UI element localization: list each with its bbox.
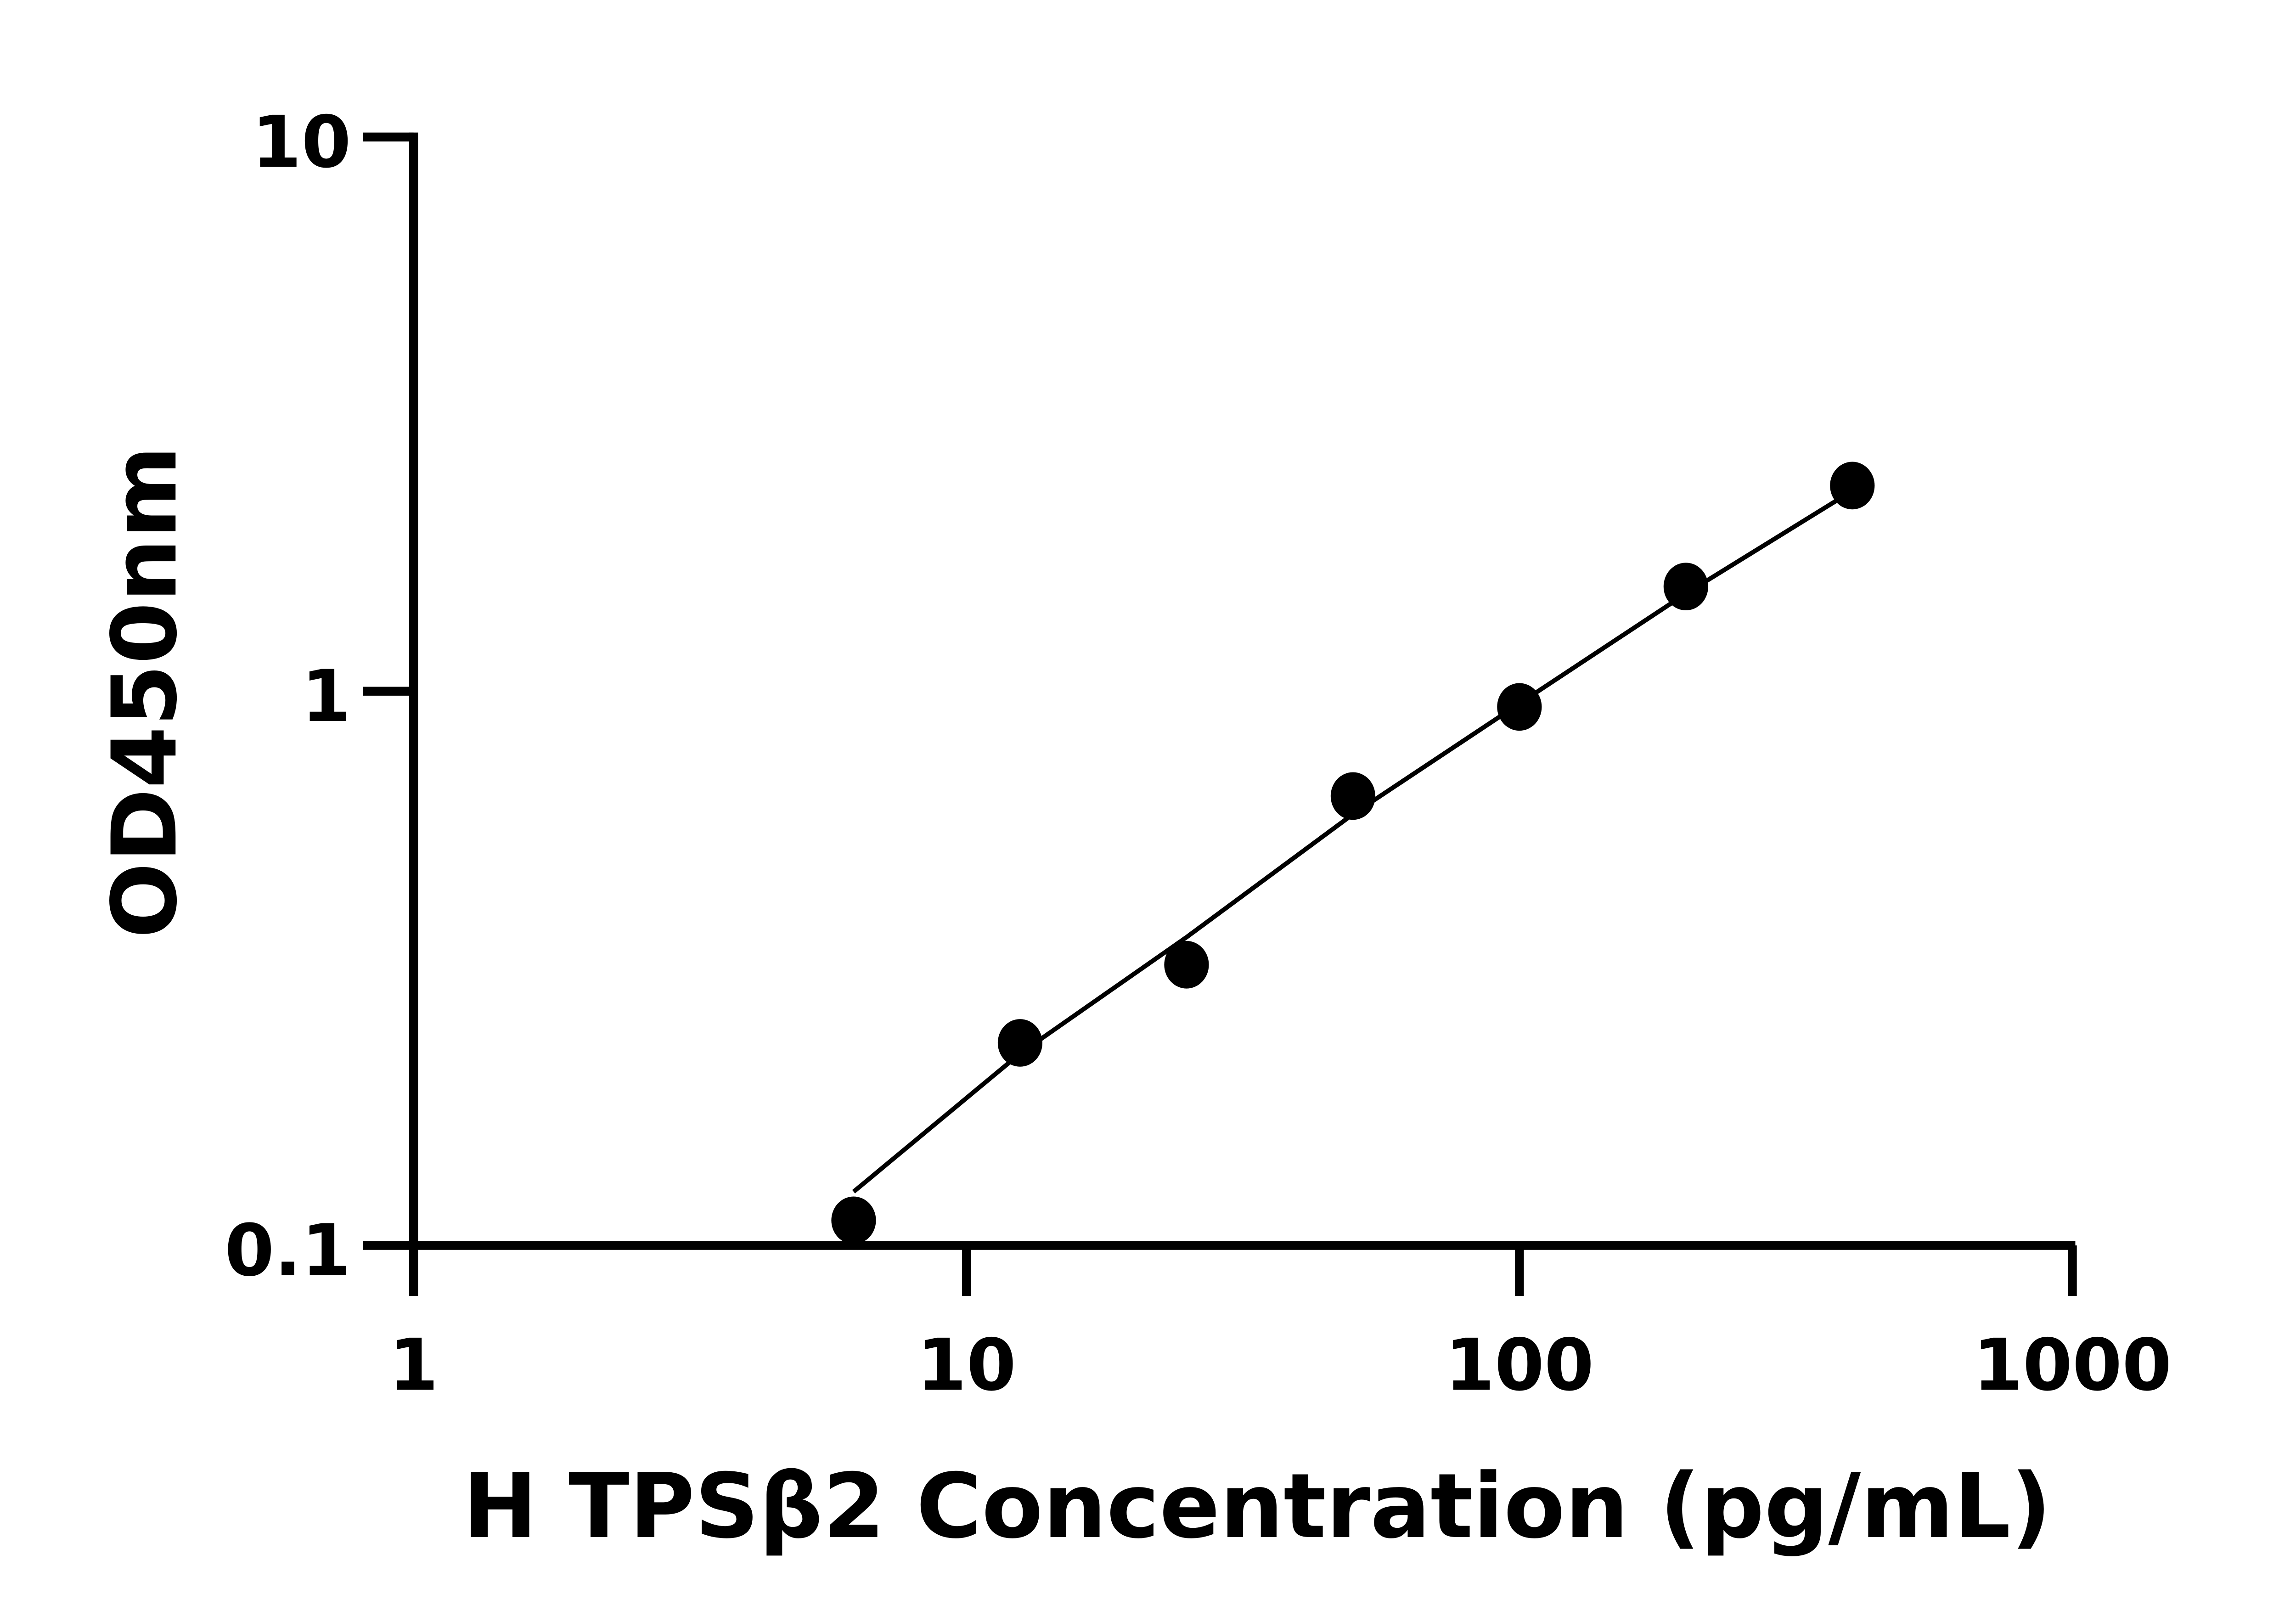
- x-tick-label: 10: [917, 1324, 1016, 1407]
- x-tick-label: 100: [1445, 1324, 1594, 1407]
- y-tick-label: 10: [252, 101, 351, 184]
- data-point: [1830, 462, 1875, 510]
- data-point: [1663, 563, 1708, 611]
- x-tick-label: 1000: [1973, 1324, 2172, 1407]
- axes: [363, 132, 2077, 1296]
- data-points: [831, 462, 1875, 1245]
- x-tick-label: 1: [389, 1324, 439, 1407]
- y-tick-label: 0.1: [225, 1209, 351, 1292]
- x-axis-label: H TPSβ2 Concentration (pg/mL): [463, 1454, 2052, 1558]
- data-point: [831, 1196, 876, 1245]
- y-axis-label: OD450nm: [93, 445, 197, 938]
- data-point: [1330, 772, 1375, 820]
- tick-labels: 1 10 100 1000 0.1 1 10: [225, 101, 2172, 1407]
- y-tick-label: 1: [301, 655, 351, 738]
- data-point: [1497, 683, 1542, 731]
- data-point: [997, 1019, 1043, 1067]
- data-point: [1164, 941, 1209, 989]
